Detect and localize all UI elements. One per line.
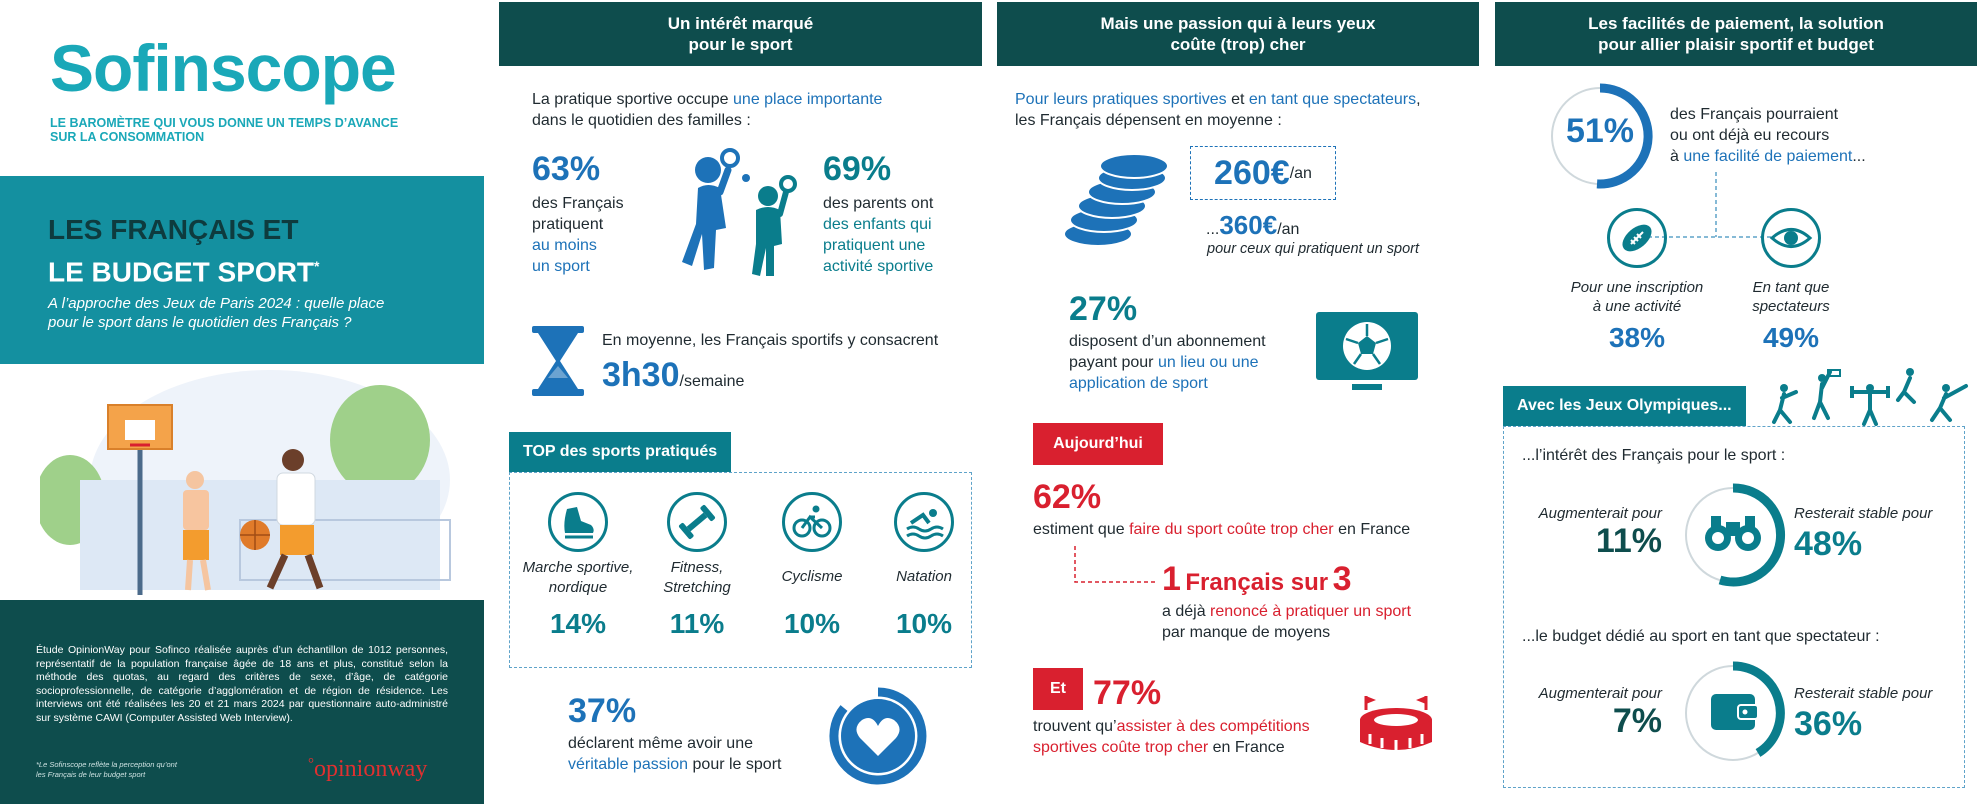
budget-title: ...le budget dédié au sport en tant que … xyxy=(1522,628,1880,645)
dumbbell-icon xyxy=(667,492,727,552)
col2-intro: Pour leurs pratiques sportives et en tan… xyxy=(1015,91,1421,129)
football-icon xyxy=(1607,208,1667,268)
swim-icon xyxy=(894,492,954,552)
stat-children: 69% des parents ont des enfants qui prat… xyxy=(823,150,934,275)
sport-value-1: 11% xyxy=(669,608,725,639)
athletes-icon xyxy=(1772,368,1968,426)
logo-tagline: LE BAROMÈTRE QUI VOUS DONNE UN TEMPS D’A… xyxy=(50,116,399,144)
hero-subtitle: A l’approche des Jeux de Paris 2024 : qu… xyxy=(48,295,385,331)
connector-line xyxy=(1074,546,1158,583)
shoe-icon xyxy=(548,492,608,552)
eye-icon xyxy=(1761,208,1821,268)
time-text: En moyenne, les Français sportifs y cons… xyxy=(602,332,939,349)
inscription-value: 38% xyxy=(1608,322,1666,353)
olympics-tag: Avec les Jeux Olympiques... xyxy=(1503,386,1746,426)
sport-label-2: Cyclisme xyxy=(781,568,843,585)
top-sports-box xyxy=(509,472,972,668)
hero-title-2: LE BUDGET SPORT* xyxy=(48,256,320,288)
sport-label-1: Fitness, Stretching xyxy=(663,559,731,596)
pay-ring xyxy=(1551,83,1653,189)
today-tag: Aujourd’hui xyxy=(1033,423,1163,465)
spend-practitioners: ...360€/an xyxy=(1206,210,1300,240)
heart-icon xyxy=(829,687,927,785)
stat-competitions-value: 77% xyxy=(1093,674,1162,712)
bike-icon xyxy=(782,492,842,552)
stat-too-expensive: 62% estiment que faire du sport coûte tr… xyxy=(1033,478,1411,538)
pay-text: des Français pourraient ou ont déjà eu r… xyxy=(1670,106,1866,165)
sport-value-0: 14% xyxy=(549,608,607,639)
interest-up-label: Augmenterait pour xyxy=(1538,505,1662,522)
stat-competitions-text: trouvent qu’assister à des compétitions … xyxy=(1033,718,1310,756)
olympics-box xyxy=(1503,426,1965,788)
spectator-value: 49% xyxy=(1762,322,1820,353)
budget-up-label: Augmenterait pour xyxy=(1538,685,1662,702)
opinionway-logo: °opinionway xyxy=(308,756,428,782)
interest-title: ...l’intérêt des Français pour le sport … xyxy=(1522,447,1786,464)
inscription-label: Pour une inscription à une activité xyxy=(1570,279,1704,315)
stat-passion: 37% déclarent même avoir une véritable p… xyxy=(568,692,782,773)
budget-stable-value: 36% xyxy=(1794,705,1863,743)
column-2-header: Mais une passion qui à leurs yeux coûte … xyxy=(997,2,1479,66)
spectator-label: En tant que spectateurs xyxy=(1752,279,1830,315)
screen-ball-icon xyxy=(1316,312,1418,390)
column-1-header: Un intérêt marqué pour le sport xyxy=(499,2,982,66)
players-icon xyxy=(682,148,797,276)
pay-value: 51% xyxy=(1565,112,1635,150)
et-tag: Et xyxy=(1033,668,1083,710)
stadium-icon xyxy=(1360,696,1432,750)
budget-stable-label: Resterait stable pour xyxy=(1794,685,1933,702)
methodology-text: Étude OpinionWay pour Sofinco réalisée a… xyxy=(36,644,448,724)
interest-stable-label: Resterait stable pour xyxy=(1794,505,1933,522)
wallet-icon xyxy=(1685,661,1785,761)
spend-box: 260€/an xyxy=(1190,146,1336,200)
interest-up-value: 11% xyxy=(1595,522,1662,560)
spend-note: pour ceux qui pratiquent un sport xyxy=(1207,241,1419,257)
binoculars-icon xyxy=(1685,483,1786,587)
sport-value-2: 10% xyxy=(783,608,841,639)
sport-label-0: Marche sportive, nordique xyxy=(522,559,634,596)
sport-value-3: 10% xyxy=(895,608,953,639)
logo: Sofinscope xyxy=(50,31,397,105)
hourglass-icon xyxy=(532,326,584,396)
stat-practice: 63% des Français pratiquent au moins un … xyxy=(532,150,624,275)
methodology-block: Étude OpinionWay pour Sofinco réalisée a… xyxy=(0,600,484,804)
column-3-header: Les facilités de paiement, la solution p… xyxy=(1495,2,1977,66)
sport-label-3: Natation xyxy=(896,568,952,585)
interest-stable-value: 48% xyxy=(1794,525,1863,563)
budget-up-value: 7% xyxy=(1612,702,1662,740)
top-sports-tag: TOP des sports pratiqués xyxy=(509,432,732,472)
hero-title-1: LES FRANÇAIS ET xyxy=(48,214,299,245)
coins-icon xyxy=(1063,153,1169,247)
col1-intro: La pratique sportive occupe une place im… xyxy=(532,91,883,129)
hero-block: LES FRANÇAIS ET LE BUDGET SPORT* A l’app… xyxy=(0,176,484,364)
stat-gave-up: 1 Français sur 3 a déjà renoncé à pratiq… xyxy=(1162,560,1412,641)
stat-subscription: 27% disposent d’un abonnement payant pou… xyxy=(1069,290,1266,392)
time-value: 3h30/semaine xyxy=(602,356,745,394)
footnote: *Le Sofinscope reflète la perception qu’… xyxy=(36,760,177,779)
basketball-illustration xyxy=(40,370,451,595)
